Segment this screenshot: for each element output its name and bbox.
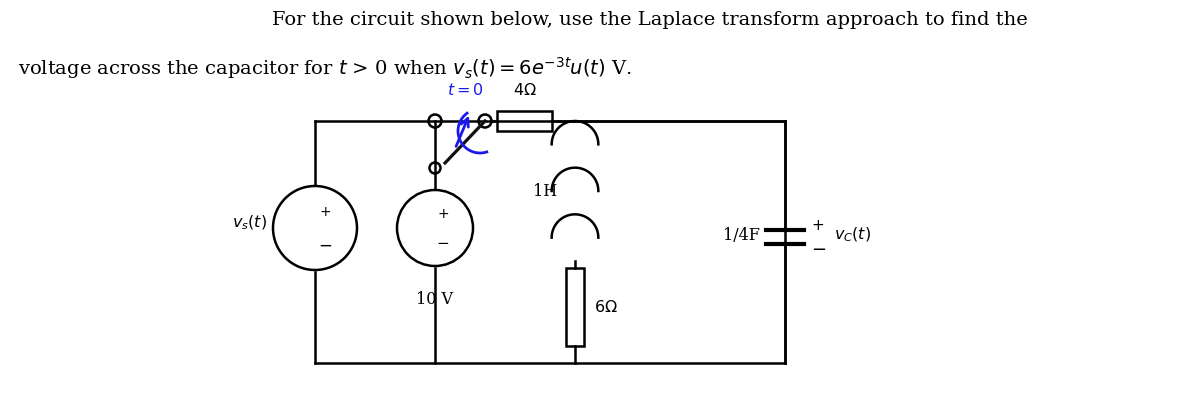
Bar <box>497 111 552 131</box>
Text: +: + <box>811 219 823 233</box>
Text: 1/4F: 1/4F <box>724 226 760 244</box>
Text: 1H: 1H <box>533 182 557 200</box>
Text: $v_C(t)$: $v_C(t)$ <box>834 226 871 244</box>
Text: For the circuit shown below, use the Laplace transform approach to find the: For the circuit shown below, use the Lap… <box>272 11 1028 29</box>
Text: $t=0$: $t=0$ <box>446 82 484 99</box>
Text: −: − <box>318 237 332 255</box>
Text: −: − <box>811 241 826 259</box>
Text: $6\Omega$: $6\Omega$ <box>594 299 618 316</box>
Bar <box>566 268 584 346</box>
Text: voltage across the capacitor for $t$ > 0 when $v_s(t)=6e^{-3t}u(t)$ V.: voltage across the capacitor for $t$ > 0… <box>18 55 632 81</box>
Text: +: + <box>319 205 331 219</box>
Text: +: + <box>437 207 449 221</box>
Text: 10 V: 10 V <box>416 291 454 308</box>
Text: −: − <box>437 237 449 252</box>
Text: $v_s(t)$: $v_s(t)$ <box>233 214 268 232</box>
Text: $4\Omega$: $4\Omega$ <box>512 82 536 99</box>
